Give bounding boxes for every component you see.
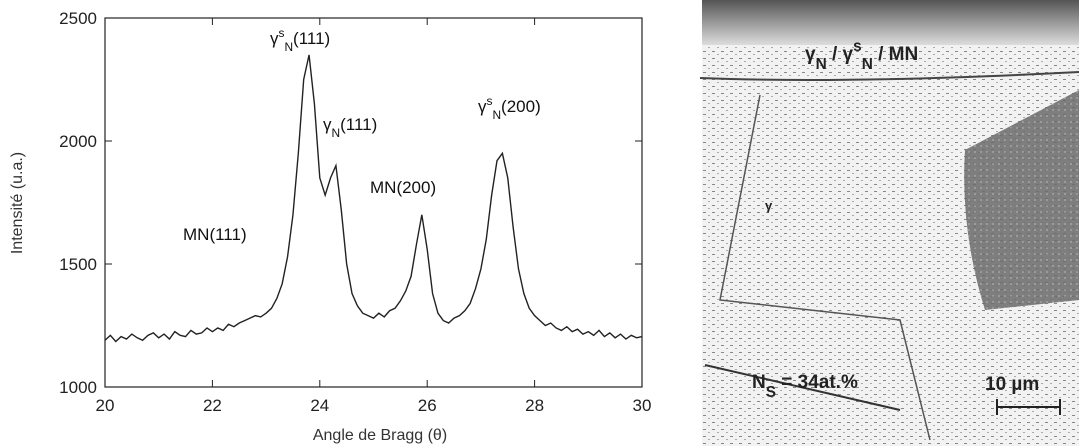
y-tick-label: 1000 (59, 378, 97, 397)
nitrogen-label: NS = 34at.% (752, 372, 858, 401)
text-part: MN(200) (370, 178, 436, 197)
text-part: γ (323, 115, 332, 134)
scale-bar (996, 399, 1061, 415)
x-tick-label: 22 (203, 396, 222, 415)
text-part: s (853, 38, 862, 55)
text-part: s (487, 94, 493, 108)
text-part: = 34at.% (776, 372, 858, 393)
scale-label: 10 µm (985, 374, 1039, 395)
peak-annotation: MN(111) (183, 225, 247, 244)
text-part: (111) (293, 29, 330, 48)
text-part: / MN (873, 44, 918, 65)
x-tick-label: 20 (96, 396, 115, 415)
y-tick-label: 2500 (59, 9, 97, 28)
grain-boundary (719, 94, 931, 441)
text-part: γ (270, 29, 279, 48)
text-part: N (816, 56, 827, 73)
text-part: γ (478, 97, 487, 116)
x-tick-label: 24 (310, 396, 329, 415)
x-tick-label: 28 (525, 396, 544, 415)
text-part: N (492, 108, 501, 122)
text-part: N (332, 126, 341, 140)
text-part: S (766, 384, 776, 401)
micrograph: γN / γsN / MN γ NS = 34at.% 10 µm (699, 0, 1079, 446)
peak-annotation: γsN(200) (478, 94, 541, 122)
y-tick-label: 2000 (59, 132, 97, 151)
dark-grain (964, 90, 1079, 310)
plot-frame (104, 17, 643, 388)
surface-layer (702, 0, 1079, 45)
x-tick-label: 30 (633, 396, 652, 415)
text-part: γ (805, 44, 816, 65)
layer-boundary (699, 71, 1079, 81)
peak-annotation: γsN(111) (270, 26, 330, 54)
text-part: MN(111) (183, 225, 247, 244)
text-part: N (752, 372, 766, 393)
x-axis-label: Angle de Bragg (θ) (313, 427, 447, 444)
y-axis-label: Intensité (u.a.) (9, 152, 26, 254)
text-part: N (284, 40, 293, 54)
text-part: s (279, 26, 285, 40)
text-part: γ (843, 44, 854, 65)
x-tick-label: 26 (418, 396, 437, 415)
text-part: / (827, 44, 843, 65)
text-part: (111) (340, 115, 377, 134)
y-tick-label: 1500 (59, 255, 97, 274)
grain-boundary (704, 364, 901, 411)
data-line (104, 54, 643, 343)
peak-annotation: MN(200) (370, 178, 436, 197)
phase-label: γN / γsN / MN (805, 38, 918, 73)
text-part: (200) (501, 97, 541, 116)
text-part: N (862, 56, 873, 73)
peak-annotation: γN(111) (323, 115, 377, 140)
grain-label: γ (765, 198, 773, 213)
